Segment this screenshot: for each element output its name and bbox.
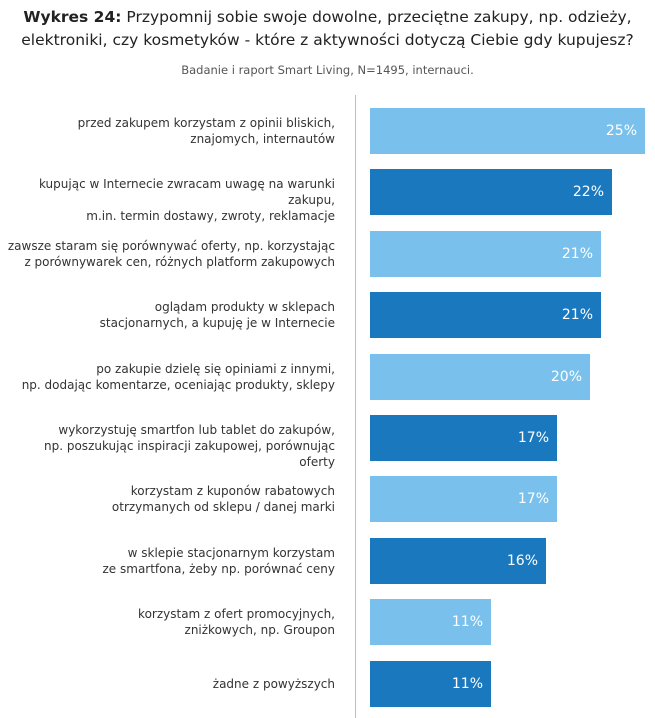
bar-value-label: 11% bbox=[451, 614, 483, 631]
category-label-line: znajomych, internautów bbox=[190, 132, 335, 146]
bar-value-label: 16% bbox=[506, 552, 538, 569]
category-label: korzystam z ofert promocyjnych, zniżkowyc… bbox=[5, 606, 335, 638]
bar-value-label: 21% bbox=[561, 307, 593, 324]
category-label-line: korzystam z kuponów rabatowych bbox=[130, 484, 335, 499]
chart-subtitle: Badanie i raport Smart Living, N=1495, i… bbox=[181, 63, 474, 77]
category-label-line: np. dodając komentarze, oceniając produk… bbox=[21, 377, 335, 392]
bar-value-label: 22% bbox=[572, 184, 604, 201]
chart-title-bold: Wykres 24: bbox=[23, 8, 122, 26]
category-label-line: kupując w Internecie zwracam uwagę na wa… bbox=[38, 177, 335, 208]
chart-title: Wykres 24: Przypomnij sobie swoje dowoln… bbox=[0, 6, 655, 52]
bar-value-label: 11% bbox=[451, 675, 483, 692]
bar: 22% bbox=[370, 169, 612, 216]
bar-value-label: 20% bbox=[550, 368, 582, 385]
category-label-line: przed zakupem korzystam z opinii bliskic… bbox=[77, 116, 335, 130]
category-label-line: z porównywarek cen, różnych platform zak… bbox=[24, 254, 335, 269]
bar-value-label: 17% bbox=[517, 491, 549, 508]
category-label: żadne z powyższych bbox=[5, 676, 335, 692]
bar: 17% bbox=[370, 476, 557, 523]
bar: 11% bbox=[370, 660, 491, 707]
category-label-line: ze smartfona, żeby np. porównać ceny bbox=[102, 561, 336, 576]
category-label: wykorzystuję smartfon lub tablet do zaku… bbox=[5, 422, 335, 470]
bar: 25% bbox=[370, 108, 645, 154]
category-label: po zakupie dzielę się opiniami z innymi,… bbox=[5, 361, 335, 393]
bar-value-label: 25% bbox=[605, 123, 637, 139]
chart-title-line2: elektroniki, czy kosmetyków - które z ak… bbox=[21, 31, 634, 49]
category-label-line: m.in. termin dostawy, zwroty, reklamacje bbox=[86, 209, 335, 224]
category-label-line: wykorzystuję smartfon lub tablet do zaku… bbox=[58, 423, 335, 437]
bar: 16% bbox=[370, 537, 546, 584]
category-label: kupując w Internecie zwracam uwagę na wa… bbox=[5, 176, 335, 224]
category-label-line: np. poszukując inspiracji zakupowej, por… bbox=[44, 439, 335, 469]
category-label-line: w sklepie stacjonarnym korzystam bbox=[127, 545, 335, 560]
bar: 21% bbox=[370, 292, 601, 339]
category-label-line: zniżkowych, np. Groupon bbox=[184, 623, 335, 638]
category-label-line: korzystam z ofert promocyjnych, bbox=[138, 607, 335, 622]
category-label-line: zawsze staram się porównywać oferty, np.… bbox=[7, 238, 335, 253]
category-label: korzystam z kuponów rabatowych otrzymanyc… bbox=[5, 483, 335, 515]
bar-value-label: 21% bbox=[561, 245, 593, 262]
bar-value-label: 17% bbox=[517, 430, 549, 446]
category-label-line: stacjonarnych, a kupuję je w Internecie bbox=[99, 316, 335, 331]
category-label-line: otrzymanych od sklepu / danej marki bbox=[111, 500, 335, 515]
bar: 11% bbox=[370, 599, 491, 646]
category-label: zawsze staram się porównywać oferty, np.… bbox=[5, 238, 335, 270]
chart-title-line1: Przypomnij sobie swoje dowolne, przecięt… bbox=[126, 8, 632, 26]
bar: 20% bbox=[370, 353, 590, 400]
category-label-line: oglądam produkty w sklepach bbox=[154, 300, 335, 315]
category-label-line: po zakupie dzielę się opiniami z innymi, bbox=[96, 361, 335, 376]
category-label: oglądam produkty w sklepach stacjonarnych… bbox=[5, 299, 335, 331]
bar: 21% bbox=[370, 230, 601, 277]
category-axis-line bbox=[355, 95, 356, 718]
category-label: przed zakupem korzystam z opinii bliskic… bbox=[5, 115, 335, 147]
category-label: w sklepie stacjonarnym korzystam ze smart… bbox=[5, 545, 336, 577]
bar: 17% bbox=[370, 415, 557, 461]
category-label-line: żadne z powyższych bbox=[212, 676, 335, 691]
